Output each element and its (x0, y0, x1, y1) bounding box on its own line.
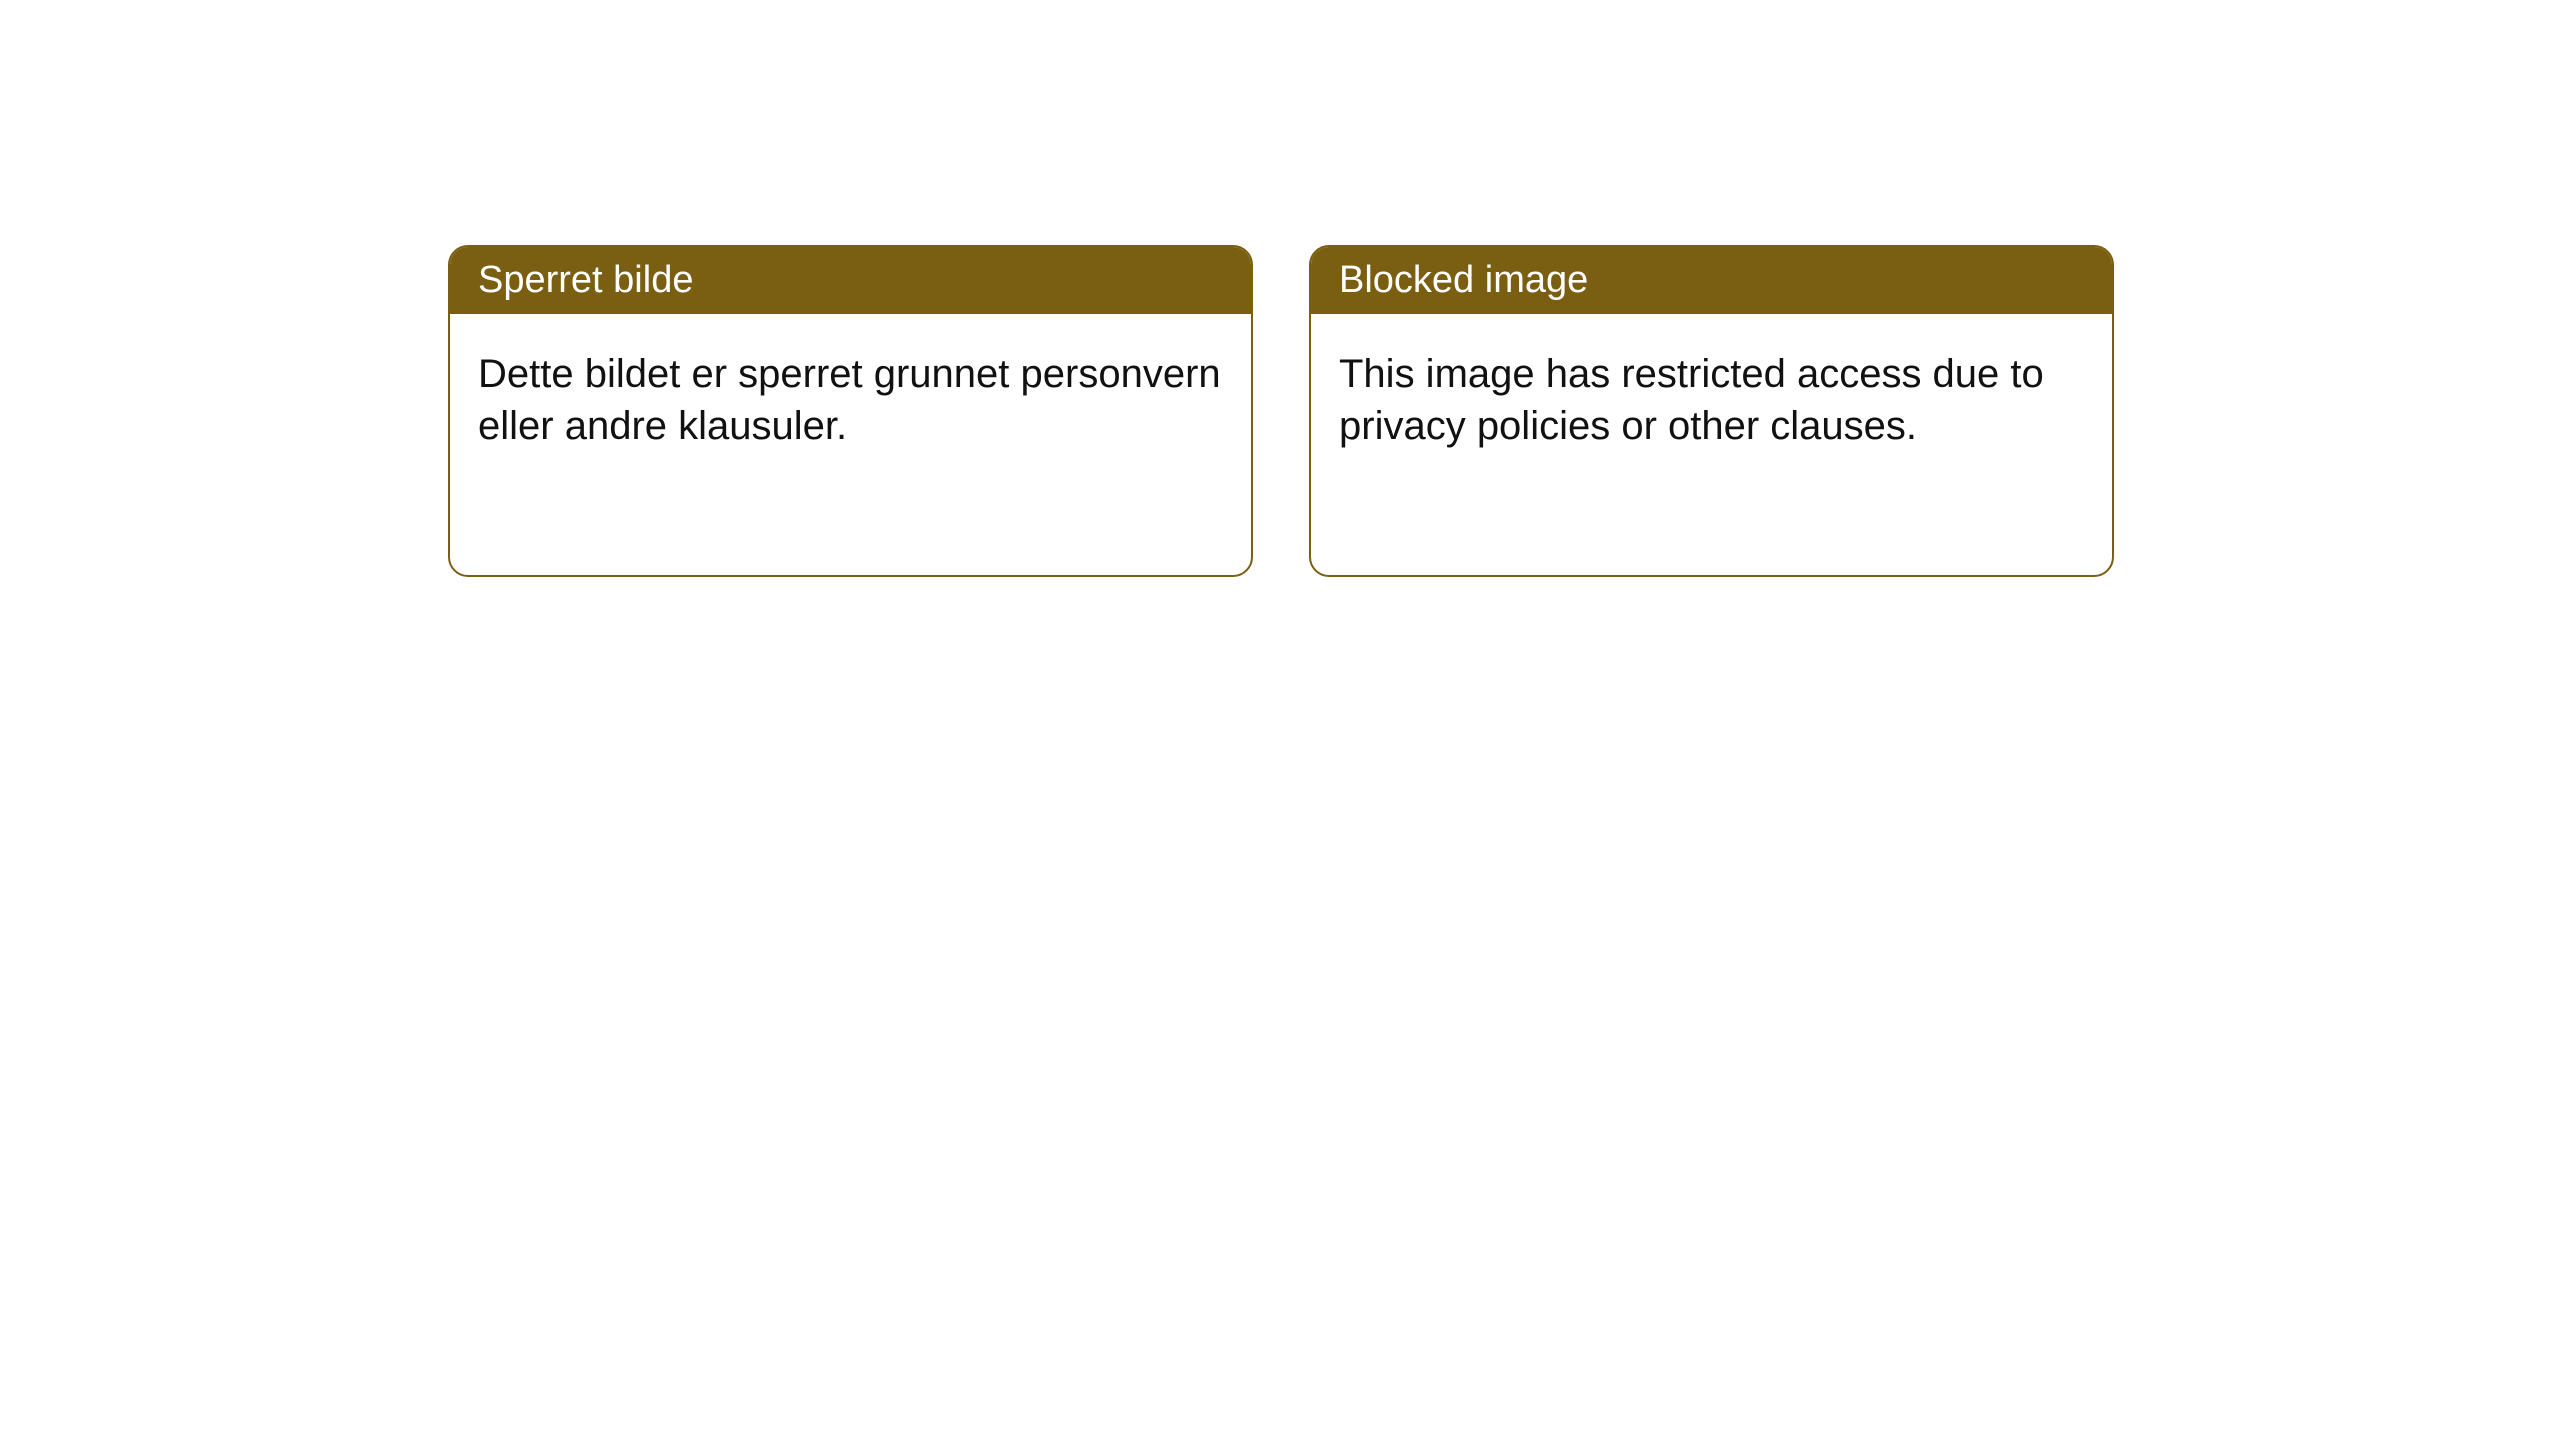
blocked-image-card-en: Blocked image This image has restricted … (1309, 245, 2114, 577)
card-body: Dette bildet er sperret grunnet personve… (450, 314, 1251, 486)
card-body: This image has restricted access due to … (1311, 314, 2112, 486)
card-header: Sperret bilde (450, 247, 1251, 314)
card-header: Blocked image (1311, 247, 2112, 314)
notice-cards-row: Sperret bilde Dette bildet er sperret gr… (448, 245, 2114, 577)
blocked-image-card-no: Sperret bilde Dette bildet er sperret gr… (448, 245, 1253, 577)
